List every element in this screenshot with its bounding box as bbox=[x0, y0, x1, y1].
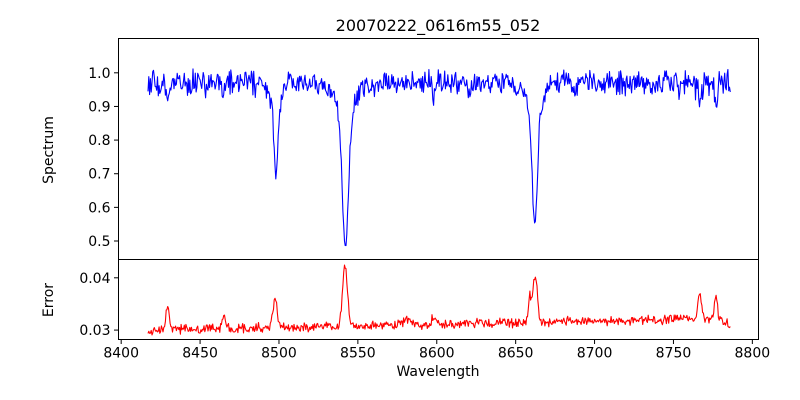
y-tick-label: 1.0 bbox=[88, 66, 110, 82]
x-tick-label: 8500 bbox=[261, 346, 297, 362]
x-tick-label: 8750 bbox=[656, 346, 692, 362]
y-tick-label: 0.8 bbox=[88, 133, 110, 149]
x-axis-label: Wavelength bbox=[396, 364, 480, 380]
x-tick-label: 8550 bbox=[340, 346, 376, 362]
x-tick-label: 8600 bbox=[419, 346, 455, 362]
y-tick-label: 0.04 bbox=[79, 271, 110, 287]
spectrum-line bbox=[147, 68, 731, 247]
y-tick-label: 0.03 bbox=[79, 323, 110, 339]
chart-title: 20070222_0616m55_052 bbox=[335, 16, 541, 35]
x-tick-label: 8650 bbox=[498, 346, 534, 362]
x-tick-label: 8700 bbox=[577, 346, 613, 362]
y-tick-label: 0.9 bbox=[88, 99, 110, 115]
y-tick-label: 0.6 bbox=[88, 200, 110, 216]
y-tick-label: 0.7 bbox=[88, 167, 110, 183]
error-panel-frame bbox=[118, 259, 759, 340]
x-tick-label: 8400 bbox=[103, 346, 139, 362]
error-line bbox=[147, 264, 731, 336]
y-tick-label: 0.5 bbox=[88, 234, 110, 250]
x-tick-label: 8450 bbox=[182, 346, 218, 362]
x-tick-label: 8800 bbox=[735, 346, 771, 362]
